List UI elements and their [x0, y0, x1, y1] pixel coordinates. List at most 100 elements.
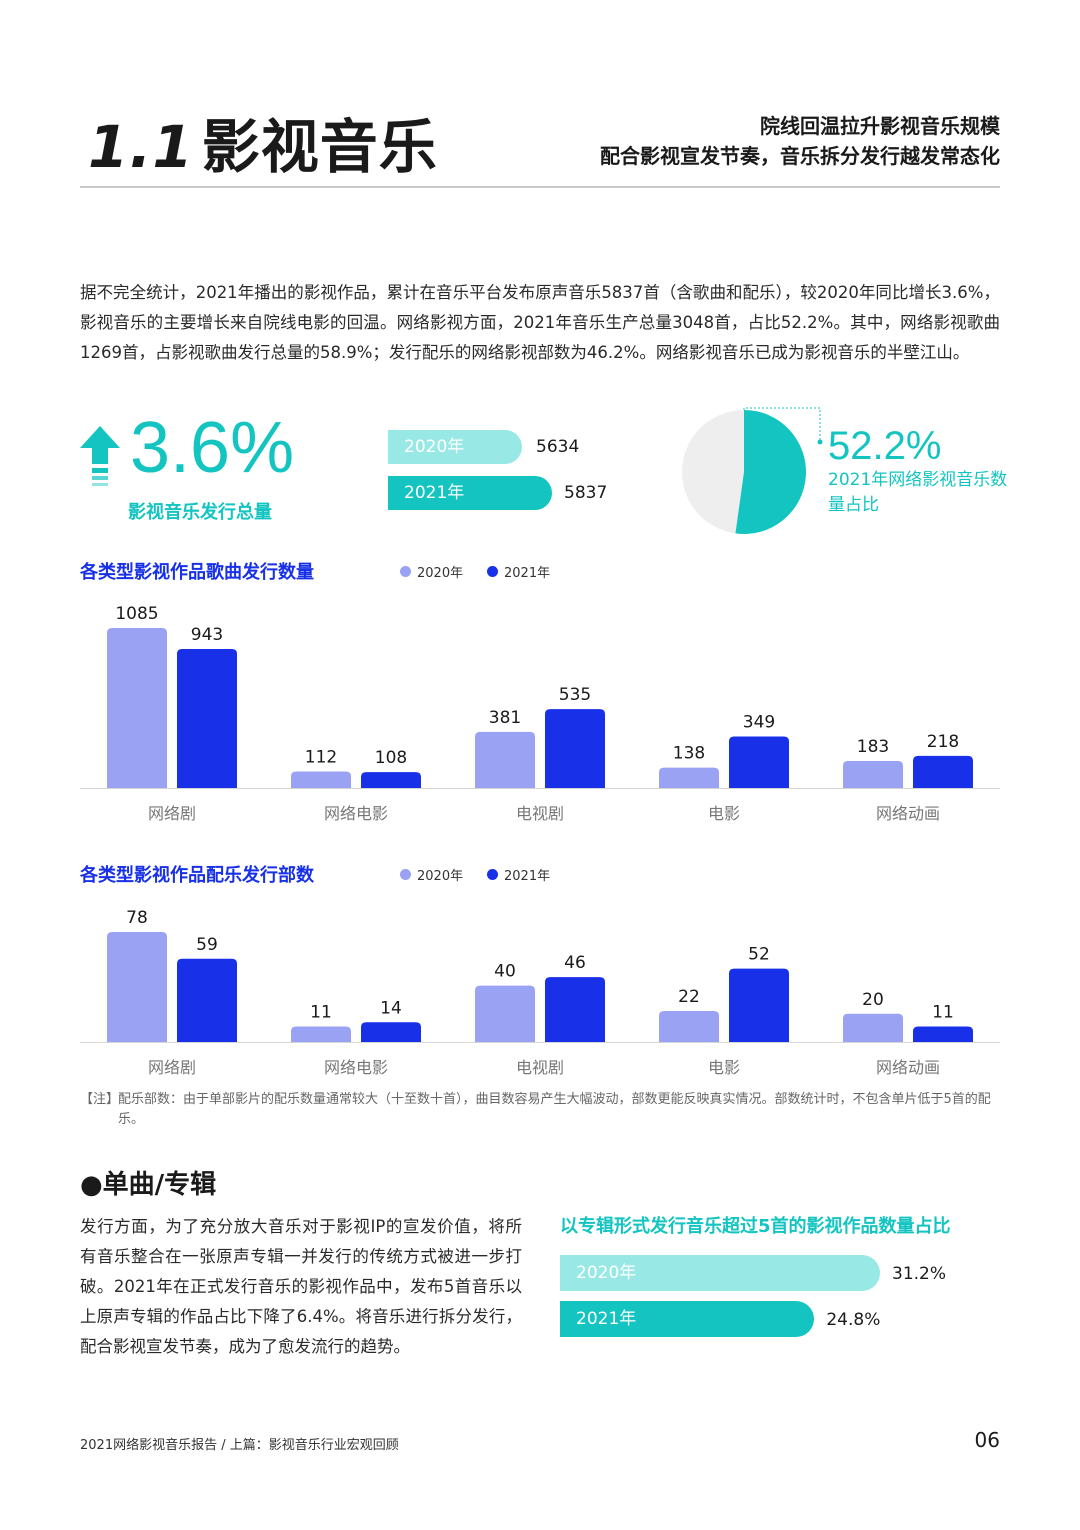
header-divider — [80, 186, 1000, 188]
chart1-data-label: 183 — [857, 737, 889, 757]
chart1-bar-2021 — [177, 648, 237, 788]
total-value-2021: 5837 — [564, 483, 608, 503]
legend-dot-2020 — [400, 869, 411, 880]
page-title: 1.1 影视音乐 — [88, 100, 438, 184]
chart2-bar-2021 — [913, 1026, 973, 1042]
chart2-data-label: 11 — [932, 1002, 954, 1022]
chart2-category-label: 网络电影 — [324, 1058, 388, 1077]
chart2-data-label: 59 — [196, 935, 218, 955]
chart2-data-label: 11 — [310, 1002, 332, 1022]
album-bar-2020: 2020年 — [560, 1255, 880, 1291]
chart2-bar-2021 — [729, 968, 789, 1042]
album-bar-value: 24.8% — [826, 1310, 881, 1330]
chart2-data-label: 46 — [564, 953, 586, 973]
album-share-bar-chart: 2020年 31.2% 2021年 24.8% — [560, 1255, 1000, 1355]
chart1-legend-2021: 2021年 — [487, 562, 550, 581]
chart1-bar-2021 — [545, 709, 605, 788]
total-bar-2021: 2021年 — [388, 476, 552, 510]
chart1-data-label: 138 — [673, 744, 705, 764]
album-bar-label: 2021年 — [576, 1309, 637, 1329]
song-release-bar-chart: 1085 943 网络剧 112 108 网络电影 381 535 电视剧 138 349 电影 183… — [80, 604, 1000, 823]
chart2-bar-2020 — [475, 985, 535, 1042]
chart1-bar-2020 — [843, 761, 903, 788]
chart1-category-label: 网络电影 — [324, 804, 388, 823]
subtitle-line-1: 院线回温拉升影视音乐规模 — [760, 114, 1000, 138]
chart2-category-label: 网络剧 — [148, 1058, 196, 1077]
legend-label-2021: 2021年 — [504, 566, 551, 581]
legend-dot-2021 — [487, 869, 498, 880]
legend-label-2020: 2020年 — [417, 869, 464, 884]
chart2-category-label: 电视剧 — [516, 1058, 564, 1077]
chart1-bar-2020 — [291, 771, 351, 788]
chart2-data-label: 40 — [494, 962, 516, 982]
chart2-bar-2020 — [291, 1026, 351, 1042]
chart1-data-label: 112 — [305, 747, 337, 767]
legend-dot-2020 — [400, 566, 411, 577]
album-bar-2021: 2021年 — [560, 1301, 815, 1337]
section-body: 发行方面，为了充分放大音乐对于影视IP的宣发价值，将所有音乐整合在一张原声专辑一… — [80, 1217, 522, 1356]
chart1-category-label: 网络剧 — [148, 804, 196, 823]
total-bar-2021-label: 2021年 — [404, 483, 465, 503]
chart2-legend-2020: 2020年 — [400, 865, 463, 884]
chart1-category-label: 网络动画 — [876, 804, 940, 823]
title-number: 1.1 — [88, 113, 194, 181]
chart1-category-label: 电视剧 — [516, 804, 564, 823]
title-text: 影视音乐 — [201, 113, 438, 181]
chart1-legend-2020: 2020年 — [400, 562, 463, 581]
chart2-bar-2021 — [361, 1022, 421, 1042]
chart1-bar-2020 — [107, 628, 167, 788]
chart1-data-label: 1085 — [115, 604, 158, 624]
chart2-data-label: 20 — [862, 990, 884, 1010]
pie-leader-dot — [817, 439, 823, 445]
share-label: 2021年网络影视音乐数量占比 — [828, 470, 1008, 515]
chart1-category-label: 电影 — [708, 804, 740, 823]
album-bar-label: 2020年 — [576, 1263, 637, 1283]
share-value: 52.2% — [828, 424, 942, 468]
chart2-title: 各类型影视作品配乐发行部数 — [80, 865, 314, 886]
chart1-bar-2021 — [361, 772, 421, 788]
legend-label-2020: 2020年 — [417, 566, 464, 581]
total-bar-2020: 2020年 — [388, 430, 522, 464]
legend-dot-2021 — [487, 566, 498, 577]
chart1-title: 各类型影视作品歌曲发行数量 — [80, 562, 314, 583]
growth-label: 影视音乐发行总量 — [128, 502, 272, 523]
chart2-data-label: 52 — [748, 945, 770, 965]
pie-slice-online — [735, 410, 806, 534]
chart2-bar-2020 — [843, 1013, 903, 1042]
footer-text: 2021网络影视音乐报告 / 上篇：影视音乐行业宏观回顾 — [80, 1438, 399, 1453]
chart1-bar-2021 — [729, 736, 789, 788]
chart2-bar-2020 — [659, 1010, 719, 1042]
chart1-data-label: 535 — [559, 685, 591, 705]
chart2-legend-2021: 2021年 — [487, 865, 550, 884]
section-heading: ●单曲/专辑 — [80, 1170, 217, 1200]
chart1-bar-2020 — [475, 731, 535, 788]
growth-value: 3.6% — [130, 408, 295, 488]
chart2-bar-2021 — [177, 958, 237, 1042]
chart1-data-label: 943 — [191, 625, 223, 645]
footnote-tag: 【注】 — [80, 1092, 120, 1107]
chart1-bar-2021 — [913, 755, 973, 788]
page-number: 06 — [974, 1428, 1000, 1452]
total-value-2020: 5634 — [536, 437, 580, 457]
score-release-bar-chart: 78 59 网络剧 11 14 网络电影 40 46 电视剧 22 52 电影 20 11 网络动画 — [80, 908, 1000, 1077]
chart1-bar-2020 — [659, 767, 719, 788]
legend-label-2021: 2021年 — [504, 869, 551, 884]
chart1-data-label: 381 — [489, 708, 521, 728]
subtitle-line-2: 配合影视宣发节奏，音乐拆分发行越发常态化 — [600, 144, 1000, 168]
footnote-text: 配乐部数：由于单部影片的配乐数量通常较大（十至数十首），曲目数容易产生大幅波动，… — [118, 1092, 991, 1127]
chart-footnote: 【注】配乐部数：由于单部影片的配乐数量通常较大（十至数十首），曲目数容易产生大幅… — [80, 1090, 1000, 1130]
total-bar-2020-label: 2020年 — [404, 437, 465, 457]
album-chart-title: 以专辑形式发行音乐超过5首的影视作品数量占比 — [560, 1216, 951, 1237]
chart2-category-label: 网络动画 — [876, 1058, 940, 1077]
up-arrow-icon — [80, 426, 120, 486]
chart2-bar-2021 — [545, 977, 605, 1042]
chart1-data-label: 218 — [927, 732, 959, 752]
chart2-data-label: 22 — [678, 987, 700, 1007]
intro-paragraph: 据不完全统计，2021年播出的影视作品，累计在音乐平台发布原声音乐5837首（含… — [80, 283, 1000, 362]
chart2-data-label: 78 — [126, 908, 148, 928]
chart2-data-label: 14 — [380, 998, 402, 1018]
chart1-data-label: 108 — [375, 748, 407, 768]
chart2-category-label: 电影 — [708, 1058, 740, 1077]
chart2-bar-2020 — [107, 932, 167, 1042]
album-bar-value: 31.2% — [892, 1264, 947, 1284]
